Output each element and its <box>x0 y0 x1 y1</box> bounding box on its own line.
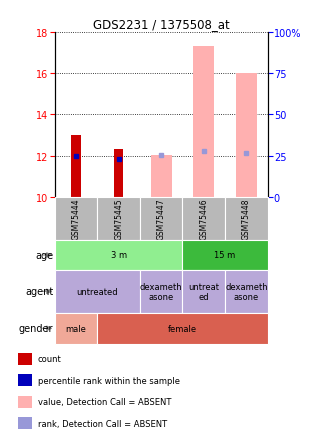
Text: untreat
ed: untreat ed <box>188 282 219 301</box>
Bar <box>97 197 140 241</box>
Bar <box>236 74 257 197</box>
Bar <box>140 270 182 313</box>
Text: rank, Detection Call = ABSENT: rank, Detection Call = ABSENT <box>38 419 167 428</box>
Bar <box>55 270 140 313</box>
Text: percentile rank within the sample: percentile rank within the sample <box>38 376 180 385</box>
Bar <box>55 313 97 344</box>
Text: value, Detection Call = ABSENT: value, Detection Call = ABSENT <box>38 397 171 406</box>
Bar <box>55 241 182 270</box>
Text: GSM75447: GSM75447 <box>157 198 166 240</box>
Text: 15 m: 15 m <box>214 251 236 260</box>
Text: GSM75445: GSM75445 <box>114 198 123 240</box>
Text: dexameth
asone: dexameth asone <box>225 282 268 301</box>
Bar <box>18 396 32 408</box>
Text: male: male <box>66 324 86 333</box>
Text: gender: gender <box>19 324 53 333</box>
Text: agent: agent <box>25 287 53 296</box>
Bar <box>71 135 81 197</box>
Bar <box>18 353 32 365</box>
Text: dexameth
asone: dexameth asone <box>140 282 182 301</box>
Text: count: count <box>38 354 62 363</box>
Text: female: female <box>168 324 197 333</box>
Bar <box>97 313 268 344</box>
Text: age: age <box>35 250 53 260</box>
Title: GDS2231 / 1375508_at: GDS2231 / 1375508_at <box>93 18 229 31</box>
Bar <box>193 47 214 197</box>
Bar <box>182 270 225 313</box>
Text: untreated: untreated <box>77 287 118 296</box>
Bar <box>18 418 32 429</box>
Bar <box>151 155 172 197</box>
Bar <box>225 270 268 313</box>
Bar <box>182 197 225 241</box>
Bar <box>55 197 97 241</box>
Text: GSM75446: GSM75446 <box>199 198 208 240</box>
Bar <box>18 375 32 386</box>
Bar <box>182 241 268 270</box>
Bar <box>140 197 182 241</box>
Bar <box>225 197 268 241</box>
Text: GSM75448: GSM75448 <box>242 198 251 240</box>
Text: GSM75444: GSM75444 <box>72 198 80 240</box>
Text: 3 m: 3 m <box>110 251 127 260</box>
Bar <box>114 150 123 197</box>
